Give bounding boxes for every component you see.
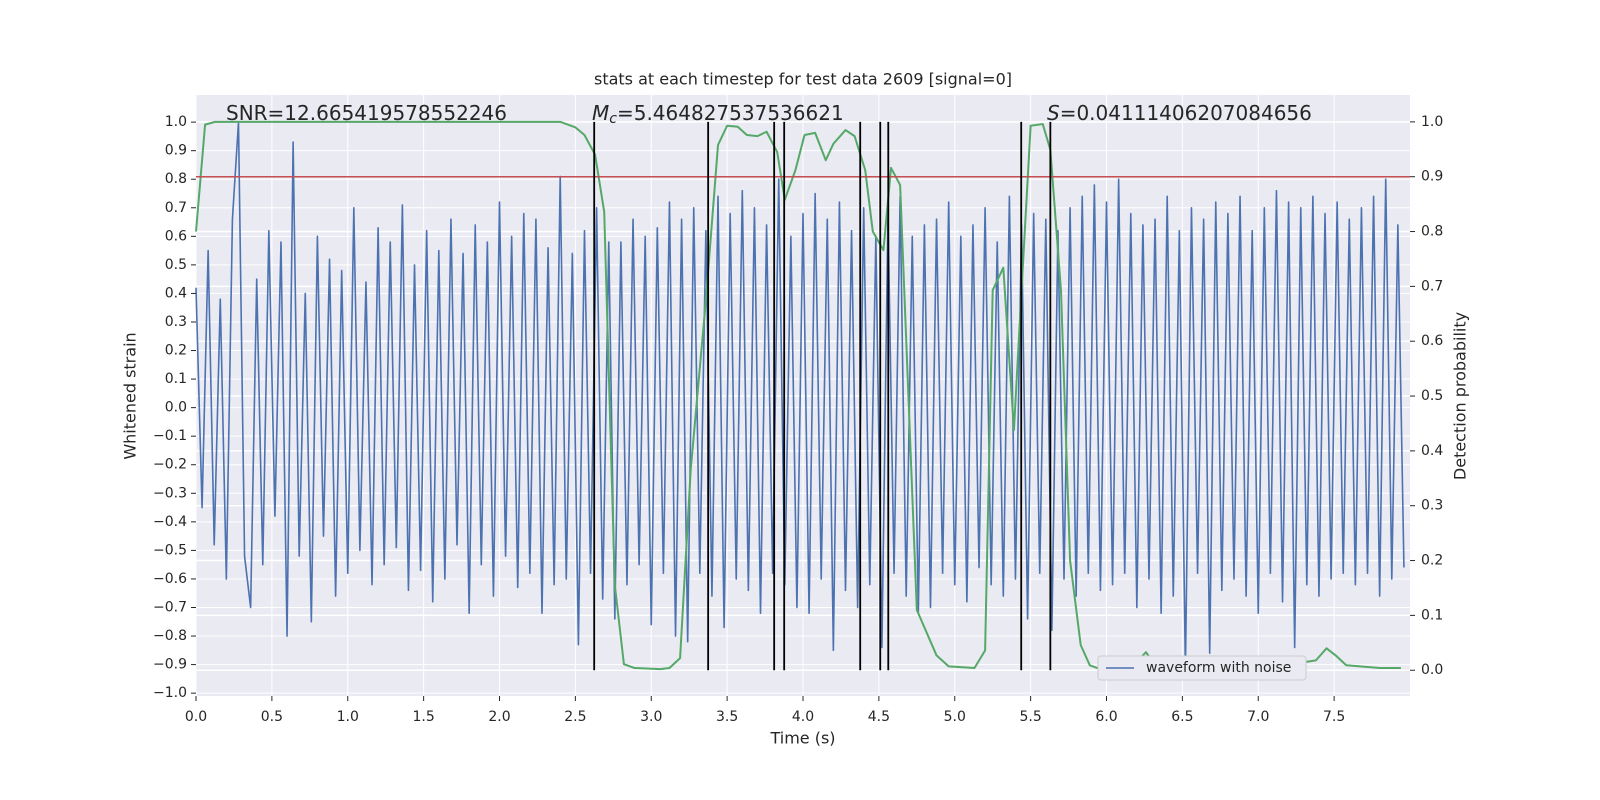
x-tick-label: 1.5	[412, 709, 434, 725]
y2-axis-label: Detection probability	[1451, 312, 1470, 480]
annotation-symbol: M	[592, 101, 609, 125]
x-tick-label: 7.0	[1247, 709, 1269, 725]
y2-tick-label: 0.1	[1421, 607, 1443, 623]
annotation-subscript: c	[609, 111, 617, 127]
x-tick-label: 3.0	[640, 709, 662, 725]
x-tick-label: 2.5	[564, 709, 586, 725]
y-tick-label: −0.2	[153, 457, 187, 473]
waveform-line	[195, 121, 1405, 672]
x-tick-label: 6.5	[1171, 709, 1193, 725]
marks	[195, 120, 1410, 672]
x-tick-label: 3.5	[716, 709, 738, 725]
annotation-text: =5.464827537536621	[617, 101, 844, 125]
y2-tick-label: 1.0	[1421, 114, 1443, 130]
y-tick-label: 0.0	[165, 400, 187, 416]
y2-tick-label: 0.3	[1421, 498, 1443, 514]
legend-box	[1097, 655, 1307, 681]
annotation: SNR=12.665419578552246	[226, 101, 507, 125]
x-tick-label: 5.0	[944, 709, 966, 725]
y2-tick-label: 0.6	[1421, 333, 1443, 349]
annotation: S=0.04111406207084656	[1047, 101, 1312, 125]
y-tick-label: 0.3	[165, 314, 187, 330]
y2-tick-label: 0.0	[1421, 662, 1443, 678]
annotation-text: SNR=12.665419578552246	[226, 101, 507, 125]
y-tick-label: −0.9	[153, 657, 187, 673]
x-tick-label: 5.5	[1019, 709, 1041, 725]
y-tick-label: 0.9	[165, 143, 187, 159]
x-tick-label: 0.5	[261, 709, 283, 725]
x-tick-label: 4.5	[868, 709, 890, 725]
x-tick-label: 6.0	[1095, 709, 1117, 725]
y-tick-label: 0.6	[165, 228, 187, 244]
y2-tick-label: 0.8	[1421, 224, 1443, 240]
y-tick-label: 1.0	[165, 114, 187, 130]
y-tick-label: −0.5	[153, 542, 187, 558]
y-tick-label: 0.1	[165, 371, 187, 387]
y2-tick-label: 0.5	[1421, 388, 1443, 404]
legend-label: waveform with noise	[1146, 660, 1291, 676]
y2-tick-label: 0.7	[1421, 278, 1443, 294]
annotation-text: =0.04111406207084656	[1060, 101, 1312, 125]
annotation-symbol: S	[1047, 101, 1060, 125]
annotation: Mc=5.464827537536621	[592, 101, 844, 128]
y-tick-label: 0.7	[165, 200, 187, 216]
y-tick-label: −0.3	[153, 485, 187, 501]
y-tick-label: 0.2	[165, 343, 187, 359]
y2-tick-label: 0.9	[1421, 169, 1443, 185]
x-tick-label: 0.0	[185, 709, 207, 725]
y-tick-label: 0.4	[165, 285, 187, 301]
y-tick-label: −0.1	[153, 428, 187, 444]
x-tick-label: 7.5	[1323, 709, 1345, 725]
chart-title: stats at each timestep for test data 260…	[594, 70, 1012, 89]
y-tick-label: −0.8	[153, 628, 187, 644]
y-tick-label: −0.6	[153, 571, 187, 587]
y-tick-label: 0.5	[165, 257, 187, 273]
legend: waveform with noise	[1097, 655, 1307, 681]
y-tick-label: −1.0	[153, 685, 187, 701]
y-tick-label: −0.7	[153, 599, 187, 615]
x-tick-label: 4.0	[792, 709, 814, 725]
x-axis-label: Time (s)	[769, 729, 835, 748]
y-axis-label: Whitened strain	[121, 332, 140, 459]
annotations: SNR=12.665419578552246 Mc=5.4648275375366…	[226, 101, 1312, 128]
y2-tick-label: 0.4	[1421, 443, 1443, 459]
y-tick-label: −0.4	[153, 514, 187, 530]
y-tick-label: 0.8	[165, 171, 187, 187]
x-tick-label: 1.0	[337, 709, 359, 725]
x-tick-label: 2.0	[488, 709, 510, 725]
y2-tick-label: 0.2	[1421, 553, 1443, 569]
